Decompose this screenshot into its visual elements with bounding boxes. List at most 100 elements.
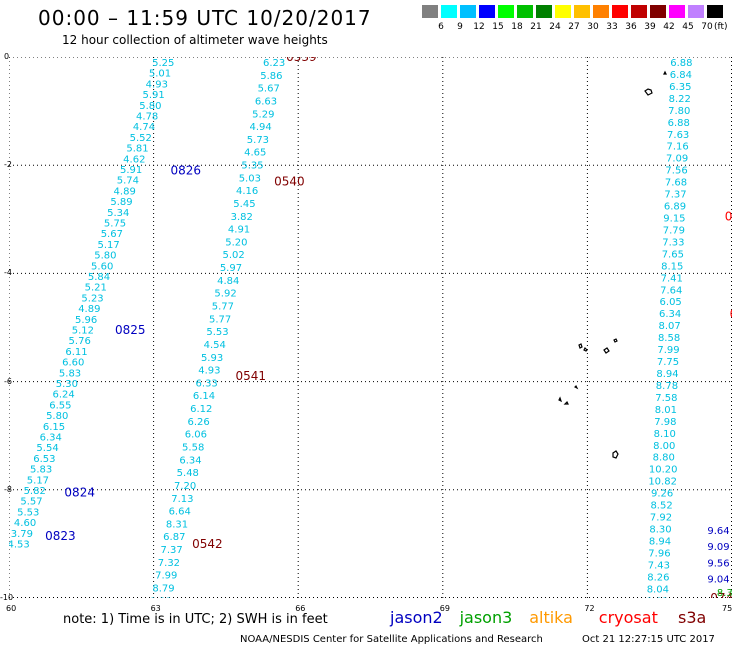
swh-value: 4.78: [136, 111, 158, 122]
swh-value: 6.88: [670, 58, 692, 69]
swh-value: 7.75: [657, 357, 679, 368]
x-tick-label: 69: [439, 604, 450, 613]
swh-value: 7.20: [174, 481, 196, 492]
swh-value: 8.3: [717, 588, 732, 598]
swh-value: 4.89: [114, 186, 136, 197]
swh-value: 5.83: [59, 368, 81, 379]
swh-value: 3.82: [231, 212, 253, 223]
legend-swatch: [460, 5, 476, 18]
swh-value: 6.34: [659, 309, 681, 320]
swh-value: 9.09: [707, 542, 729, 553]
legend-swatch: [669, 5, 685, 18]
swh-value: 8.94: [649, 536, 671, 547]
altimeter-tracks: 6.235.865.676.635.294.945.734.655.355.03…: [9, 57, 732, 598]
swh-value: 5.93: [201, 353, 223, 364]
swh-value: 5.35: [241, 161, 263, 172]
swh-value: 5.53: [17, 507, 39, 518]
y-tick-label: -4: [4, 268, 12, 278]
swh-value: 5.48: [177, 468, 199, 479]
swh-value: 7.58: [655, 393, 677, 404]
swh-value: 5.30: [56, 379, 78, 390]
swh-value: 5.75: [104, 218, 126, 229]
swh-value: 4.53: [9, 539, 30, 550]
swh-value: 7.33: [662, 237, 684, 248]
swh-value: 4.89: [78, 304, 100, 315]
swh-value: 4.54: [204, 340, 226, 351]
swh-value: 5.89: [110, 197, 132, 208]
swh-value: 6.63: [255, 96, 277, 107]
credit-text: NOAA/NESDIS Center for Satellite Applica…: [240, 634, 543, 645]
coastline-island: [612, 450, 619, 459]
swh-value: 6.26: [187, 417, 209, 428]
legend-swatch: [555, 5, 571, 18]
swh-value: 4.84: [217, 276, 239, 287]
swh-value: 7.32: [158, 558, 180, 569]
swh-value: 6.12: [190, 404, 212, 415]
swh-value: 5.74: [117, 176, 139, 187]
swh-value: 8.04: [647, 584, 669, 595]
legend-swatch: [688, 5, 704, 18]
swh-value: 5.17: [27, 475, 49, 486]
swh-value: 4.94: [249, 122, 271, 133]
grid-lines: [9, 57, 732, 598]
swh-value: 5.80: [46, 411, 68, 422]
swh-value: 7.37: [664, 190, 686, 201]
swh-value: 7.68: [665, 178, 687, 189]
y-tick-label: -8: [4, 484, 12, 494]
legend-swatch: [593, 5, 609, 18]
swh-value: 5.52: [130, 133, 152, 144]
swh-value: 7.09: [666, 154, 688, 165]
footer-note: note: 1) Time is in UTC; 2) SWH is in fe…: [63, 612, 328, 627]
swh-value: 6.34: [179, 455, 201, 466]
swh-value: 7.80: [668, 106, 690, 117]
swh-value: 5.54: [36, 443, 58, 454]
swh-value: 6.14: [193, 391, 215, 402]
swh-value: 5.76: [69, 336, 91, 347]
swh-value: 8.52: [650, 501, 672, 512]
pass-time-label: 0823: [45, 529, 76, 543]
swh-value: 8.58: [658, 333, 680, 344]
satellite-name: jason2: [390, 608, 443, 627]
swh-value: 5.60: [91, 261, 113, 272]
swh-value: 6.88: [668, 118, 690, 129]
swh-value: 9.04: [707, 575, 729, 586]
swh-value: 5.96: [75, 315, 97, 326]
swh-value: 5.84: [88, 272, 110, 283]
swh-value: 5.91: [142, 90, 164, 101]
coastline-island: [558, 396, 563, 403]
swh-value: 10.82: [648, 477, 677, 488]
legend-label: 33: [606, 22, 618, 32]
swh-value: 6.60: [62, 358, 84, 369]
swh-value: 6.55: [49, 400, 71, 411]
pass-time-label: 0824: [64, 486, 95, 500]
legend-swatch: [479, 5, 495, 18]
swh-value: 5.80: [139, 101, 161, 112]
swh-value: 5.73: [247, 135, 269, 146]
coastlines: [558, 70, 667, 459]
swh-value: 5.77: [209, 314, 231, 325]
swh-value: 4.65: [244, 148, 266, 159]
timestamp-text: Oct 21 12:27:15 UTC 2017: [582, 634, 715, 645]
swh-value: 6.34: [40, 432, 62, 443]
swh-value: 8.79: [152, 583, 174, 594]
swh-value: 10.20: [649, 465, 678, 476]
swh-value: 7.37: [160, 545, 182, 556]
swh-value: 8.10: [654, 429, 676, 440]
swh-value: 5.29: [252, 109, 274, 120]
swh-value: 5.53: [206, 327, 228, 338]
swh-value: 8.30: [649, 525, 671, 536]
swh-value: 7.98: [654, 417, 676, 428]
coastline-island: [603, 347, 610, 354]
satellite-name: cryosat: [598, 608, 658, 627]
legend-swatch: [574, 5, 590, 18]
swh-value: 7.16: [667, 142, 689, 153]
swh-value: 5.21: [85, 283, 107, 294]
coastline-island: [578, 343, 583, 349]
swh-value: 7.41: [661, 273, 683, 284]
y-tick-label: -6: [4, 376, 12, 386]
swh-value: 5.20: [225, 237, 247, 248]
map-subtitle: 12 hour collection of altimeter wave hei…: [62, 33, 328, 47]
swh-value: 9.15: [663, 214, 685, 225]
legend-label: 24: [549, 22, 561, 32]
swh-value: 7.99: [155, 571, 177, 582]
